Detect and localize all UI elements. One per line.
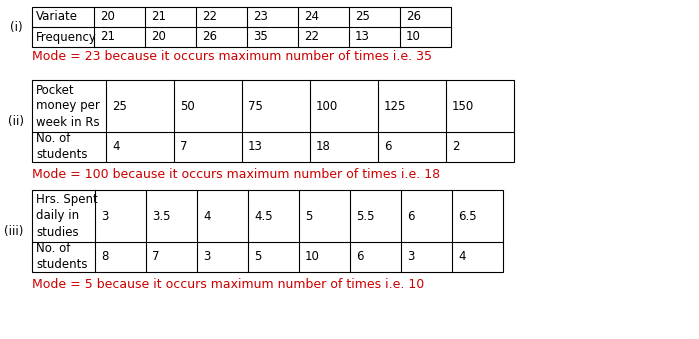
Text: 21: 21	[151, 11, 166, 23]
Text: 6: 6	[384, 140, 391, 154]
Text: Mode = 5 because it occurs maximum number of times i.e. 10: Mode = 5 because it occurs maximum numbe…	[32, 278, 424, 291]
Text: 3: 3	[407, 251, 415, 263]
Text: 6: 6	[407, 210, 415, 222]
Text: 5: 5	[305, 210, 312, 222]
Text: 23: 23	[253, 11, 268, 23]
Text: 3: 3	[203, 251, 210, 263]
Text: Mode = 100 because it occurs maximum number of times i.e. 18: Mode = 100 because it occurs maximum num…	[32, 168, 440, 181]
Text: (iii): (iii)	[4, 224, 23, 238]
Text: Mode = 23 because it occurs maximum number of times i.e. 35: Mode = 23 because it occurs maximum numb…	[32, 50, 432, 63]
Text: 25: 25	[112, 100, 127, 113]
Text: 13: 13	[248, 140, 263, 154]
Text: 3: 3	[101, 210, 108, 222]
Text: 26: 26	[406, 11, 421, 23]
Bar	[32, 190, 503, 272]
Text: 4: 4	[112, 140, 120, 154]
Bar	[32, 7, 451, 47]
Text: Pocket
money per
week in Rs: Pocket money per week in Rs	[36, 83, 100, 128]
Text: 5.5: 5.5	[356, 210, 375, 222]
Text: 35: 35	[253, 31, 268, 43]
Bar	[32, 80, 514, 162]
Text: 125: 125	[384, 100, 406, 113]
Text: 75: 75	[248, 100, 263, 113]
Text: 18: 18	[316, 140, 331, 154]
Text: 21: 21	[100, 31, 115, 43]
Text: 150: 150	[452, 100, 474, 113]
Text: Frequency: Frequency	[36, 31, 97, 43]
Text: 10: 10	[305, 251, 320, 263]
Text: 20: 20	[100, 11, 115, 23]
Text: 7: 7	[180, 140, 187, 154]
Text: 5: 5	[254, 251, 261, 263]
Text: 22: 22	[304, 31, 319, 43]
Text: (ii): (ii)	[8, 115, 24, 127]
Text: 6: 6	[356, 251, 363, 263]
Text: No. of
students: No. of students	[36, 242, 87, 272]
Text: No. of
students: No. of students	[36, 133, 87, 161]
Text: 3.5: 3.5	[152, 210, 171, 222]
Text: 24: 24	[304, 11, 319, 23]
Text: Variate: Variate	[36, 11, 78, 23]
Text: 7: 7	[152, 251, 159, 263]
Text: 13: 13	[355, 31, 370, 43]
Text: 4: 4	[458, 251, 466, 263]
Text: 4: 4	[203, 210, 210, 222]
Text: 26: 26	[202, 31, 217, 43]
Text: 100: 100	[316, 100, 338, 113]
Text: 20: 20	[151, 31, 166, 43]
Text: Hrs. Spent
daily in
studies: Hrs. Spent daily in studies	[36, 194, 98, 239]
Text: 6.5: 6.5	[458, 210, 477, 222]
Text: 10: 10	[406, 31, 421, 43]
Text: 25: 25	[355, 11, 370, 23]
Text: 4.5: 4.5	[254, 210, 273, 222]
Text: 2: 2	[452, 140, 459, 154]
Text: (i): (i)	[10, 20, 22, 34]
Text: 8: 8	[101, 251, 108, 263]
Text: 22: 22	[202, 11, 217, 23]
Text: 50: 50	[180, 100, 195, 113]
